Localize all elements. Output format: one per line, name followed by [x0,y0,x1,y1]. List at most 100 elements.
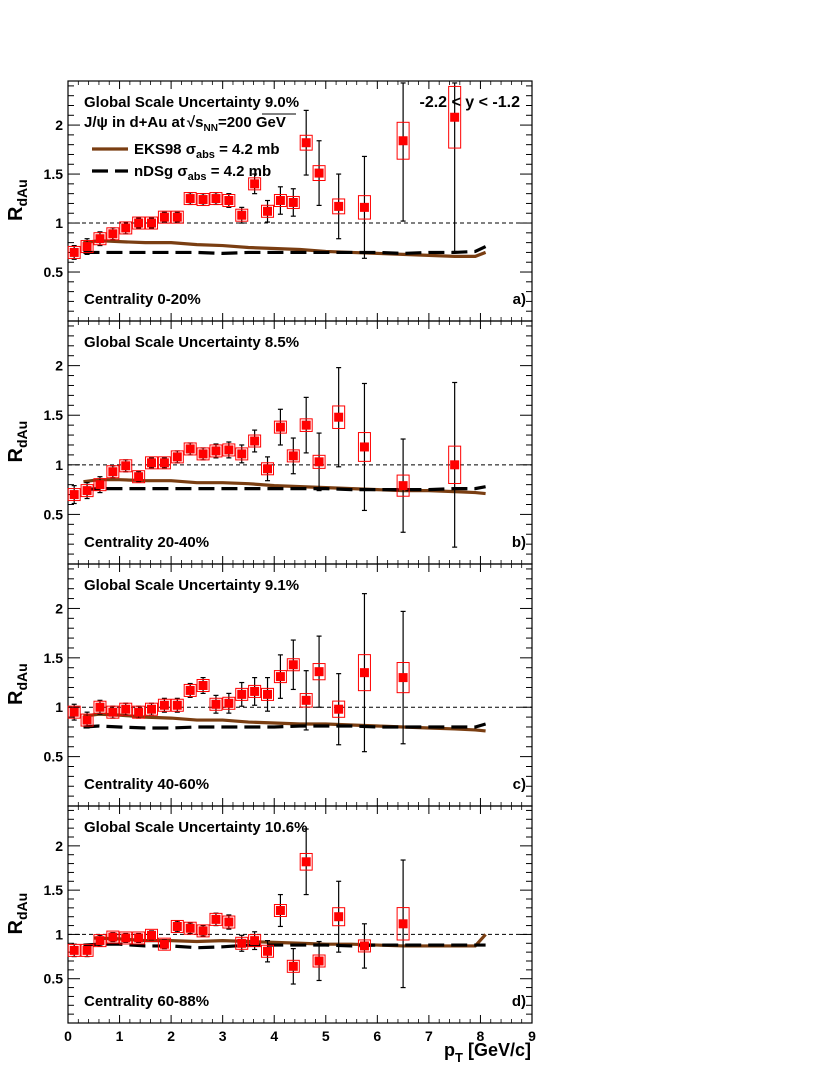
systematic-box [299,134,313,151]
y-tick-label: 1.5 [44,407,64,423]
systematic-box [196,193,210,207]
data-point [301,695,311,705]
systematic-box [448,85,462,149]
systematic-box [183,683,197,697]
data-point [288,451,298,461]
data-point [211,699,221,709]
panel-3: 0.5 1 1.5 2 RdAu Global Scale Uncertainty 9.1… [5,563,533,807]
data-point [121,704,131,714]
data-point [108,467,118,477]
data-point [359,941,369,951]
data-point [334,704,344,714]
data-point [172,452,182,462]
ndsg-curve [83,722,487,730]
x-tick-label: 3 [219,1028,227,1044]
data-point [185,685,195,695]
data-point [82,242,92,252]
systematic-box [248,684,262,698]
systematic-box [332,700,346,718]
data-point [334,912,344,922]
data-point [359,668,369,678]
data-point [185,194,195,204]
y-tick-label: 1.5 [44,882,64,898]
ndsg-curve [83,942,486,950]
systematic-box [209,192,223,206]
systematic-box [396,662,410,694]
panel-1: 0.5 1 1.5 2 RdAu Global Scale Uncertainty 9.0… [5,80,533,322]
systematic-box [261,944,275,958]
data-point [288,197,298,207]
systematic-box [286,959,300,973]
data-point [250,179,260,189]
x-tick-label: 4 [270,1028,278,1044]
y-tick-label: 1.5 [44,650,64,666]
systematic-box [357,939,371,953]
systematic-box [312,454,326,469]
y-axis-label: RdAu [5,893,30,935]
data-point [263,946,273,956]
y-tick-label: 2 [55,358,63,374]
systematic-box [67,943,81,957]
data-point [172,921,182,931]
systematic-box [93,700,107,714]
systematic-box [119,702,133,716]
x-tick-label: 1 [116,1028,124,1044]
systematic-box [209,912,223,926]
y-tick-label: 0.5 [44,264,64,280]
x-tick-label: 5 [322,1028,330,1044]
systematic-box [132,470,146,484]
systematic-box [93,478,107,492]
systematic-box [106,705,120,719]
data-point [398,136,408,146]
systematic-box [145,702,159,716]
systematic-box [235,447,249,461]
data-point [95,234,105,244]
systematic-box [67,245,81,259]
systematic-box [299,852,313,871]
x-tick-label: 8 [477,1028,485,1044]
legend-ndsg-label: nDSg σabs = 4.2 mb [134,163,271,183]
data-point [147,218,157,228]
data-point [95,480,105,490]
centrality-label: Centrality 40-60% [84,776,209,793]
data-point [288,961,298,971]
systematic-box [396,121,410,160]
data-point [398,481,408,491]
systematic-box [132,216,146,230]
data-point [224,196,234,206]
y-tick-label: 2 [55,838,63,854]
data-point [359,202,369,212]
global-uncertainty-label: Global Scale Uncertainty 10.6% [84,819,307,836]
systematic-box [67,488,81,502]
global-uncertainty-label: Global Scale Uncertainty 8.5% [84,334,299,351]
data-point [69,490,79,500]
systematic-box [145,928,159,942]
centrality-label: Centrality 0-20% [84,291,201,308]
data-point [134,933,144,943]
systematic-box [299,418,313,432]
data-point [198,926,208,936]
systematic-box [157,210,171,224]
systematic-box [209,444,223,458]
data-point [250,686,260,696]
systematic-box [261,687,275,701]
data-point [147,930,157,940]
y-tick-label: 1.5 [44,166,64,182]
systematic-box [196,678,210,692]
data-point [275,422,285,432]
panel-4: 0.5 1 1.5 2 RdAu Global Scale Uncertainty 10.… [5,805,533,1024]
data-point [263,464,273,474]
y-tick-label: 0.5 [44,506,64,522]
systematic-box [119,459,133,473]
systematic-box [106,930,120,944]
data-point [69,707,79,717]
systematic-box [248,934,262,948]
legend-eks98-label: EKS98 σabs = 4.2 mb [134,141,280,161]
data-point [172,700,182,710]
plot-frame [67,563,533,807]
y-tick-label: 1 [55,699,63,715]
systematic-box [80,943,94,957]
x-axis-label: pT [GeV/c] [444,1040,531,1065]
systematic-box [222,194,236,208]
